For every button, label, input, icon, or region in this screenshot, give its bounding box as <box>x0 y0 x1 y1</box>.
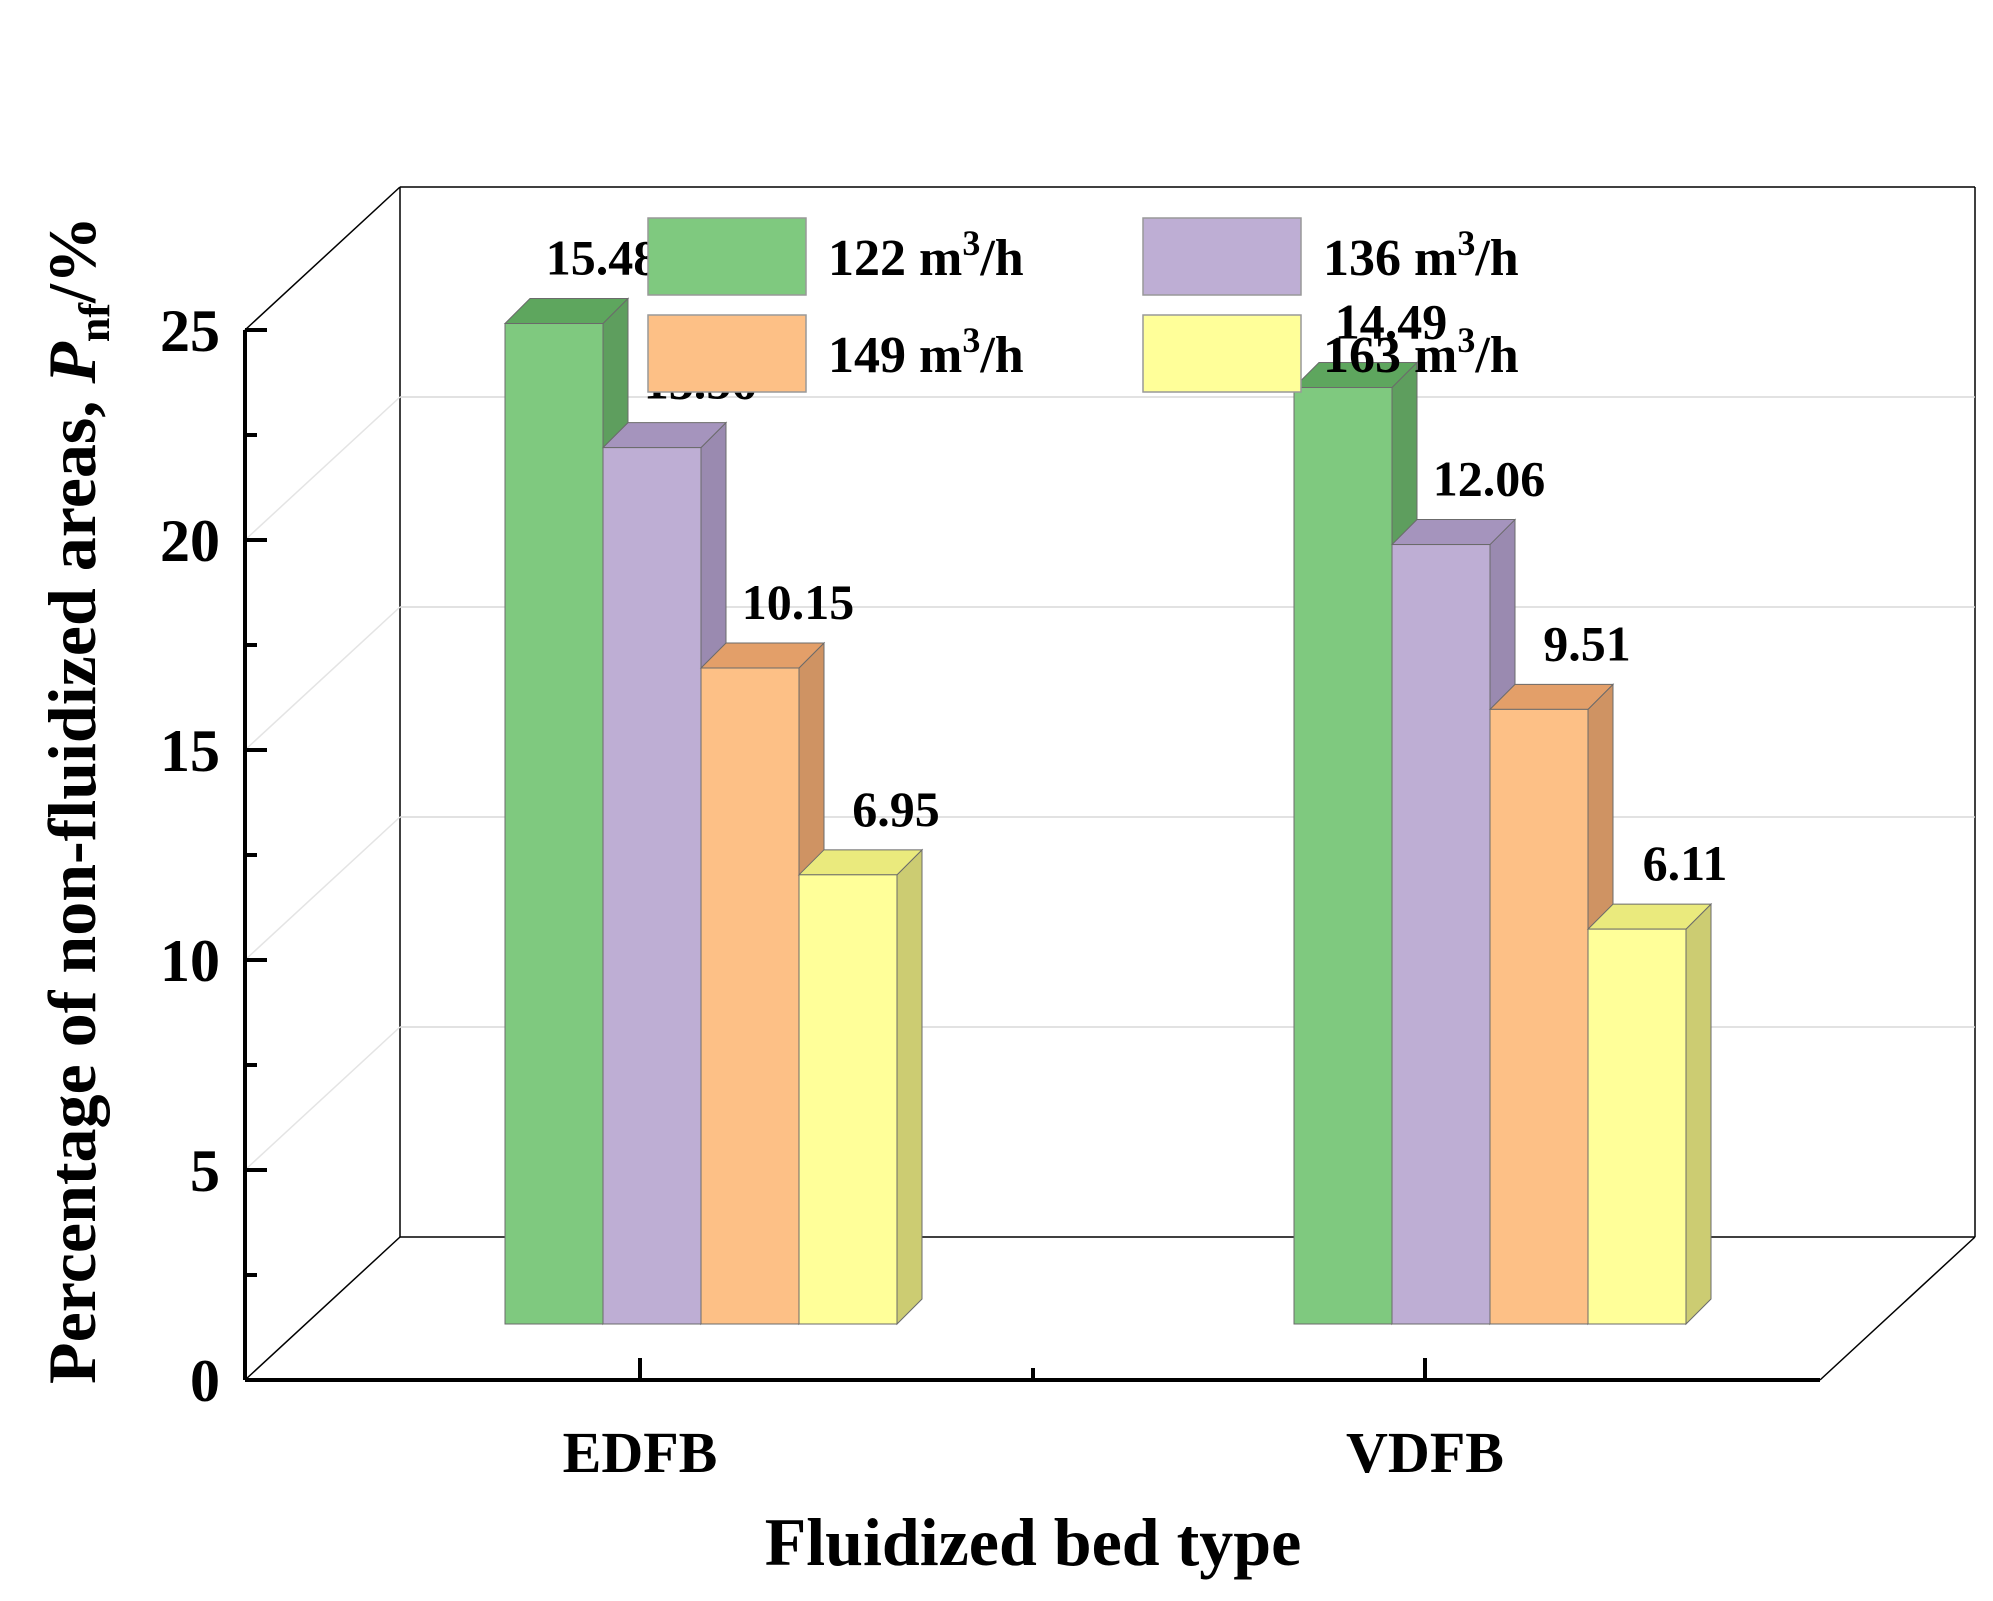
legend-label: 122 m3/h <box>828 223 1024 287</box>
legend-item-122: 122 m3/h <box>647 217 1024 296</box>
y-axis-title-subscript: nf <box>70 302 119 342</box>
y-axis-title-symbol: P <box>34 342 110 385</box>
floor-left-diagonal <box>244 1236 401 1381</box>
y-axis-title-unit: /% <box>34 216 110 304</box>
x-tick-label: VDFB <box>1346 1420 1504 1485</box>
gridline-diagonal <box>244 606 401 751</box>
bar-front-face <box>602 447 702 1325</box>
legend-swatch <box>1142 217 1302 296</box>
y-axis-title-main: Percentage of non-fluidized areas, <box>34 384 110 1384</box>
bar-front-face <box>700 667 800 1325</box>
bar-front-face <box>504 323 604 1325</box>
y-tick-label: 0 <box>190 1348 220 1414</box>
bar-side-face <box>1685 902 1712 1326</box>
y-tick-label: 25 <box>160 298 220 364</box>
bar-front-face <box>1391 544 1491 1325</box>
y-tick-label: 5 <box>190 1138 220 1204</box>
legend-swatch <box>647 314 807 393</box>
floor-right-diagonal <box>1819 1236 1976 1381</box>
axes: 0 5 10 15 20 25 EDFB VDFB <box>160 298 1820 1485</box>
bar-side-face <box>896 848 923 1326</box>
legend-label: 163 m3/h <box>1323 320 1519 384</box>
data-label: 6.95 <box>852 781 940 837</box>
gridline-diagonal <box>244 396 401 541</box>
legend-label: 136 m3/h <box>1323 223 1519 287</box>
left-wall-top-diagonal <box>244 186 401 331</box>
bar-front-face <box>1587 928 1687 1325</box>
y-tick-label: 15 <box>160 718 220 784</box>
legend-label: 149 m3/h <box>828 320 1024 384</box>
data-label: 9.51 <box>1543 615 1631 671</box>
y-tick-label: 10 <box>160 928 220 994</box>
y-axis-title: Percentage of non-fluidized areas, Pnf/% <box>34 216 119 1384</box>
x-axis-title: Fluidized bed type <box>765 1504 1302 1580</box>
bar-front-face <box>1293 387 1393 1325</box>
gridline-diagonal <box>244 1026 401 1171</box>
bar-edfb-163 <box>797 848 924 1326</box>
x-tick-label: EDFB <box>563 1420 718 1485</box>
legend-item-163: 163 m3/h <box>1142 314 1519 393</box>
bar-front-face <box>798 874 898 1325</box>
bar-edfb-149 <box>699 641 826 1326</box>
legend-swatch <box>647 217 807 296</box>
bars <box>503 297 1713 1326</box>
data-label: 12.06 <box>1433 451 1546 507</box>
bar-front-face <box>1489 708 1589 1325</box>
y-tick-label: 20 <box>160 508 220 574</box>
data-label: 15.48 <box>546 230 659 286</box>
legend-swatch <box>1142 314 1302 393</box>
legend: 122 m3/h 136 m3/h 149 m3/h 163 m3/h <box>647 217 1519 393</box>
legend-item-136: 136 m3/h <box>1142 217 1519 296</box>
legend-item-149: 149 m3/h <box>647 314 1024 393</box>
gridline-diagonal <box>244 816 401 961</box>
data-label: 10.15 <box>742 574 855 630</box>
data-label: 14.49 <box>1335 294 1448 350</box>
bar-vdfb-163 <box>1586 902 1713 1326</box>
data-label: 6.11 <box>1643 835 1728 891</box>
